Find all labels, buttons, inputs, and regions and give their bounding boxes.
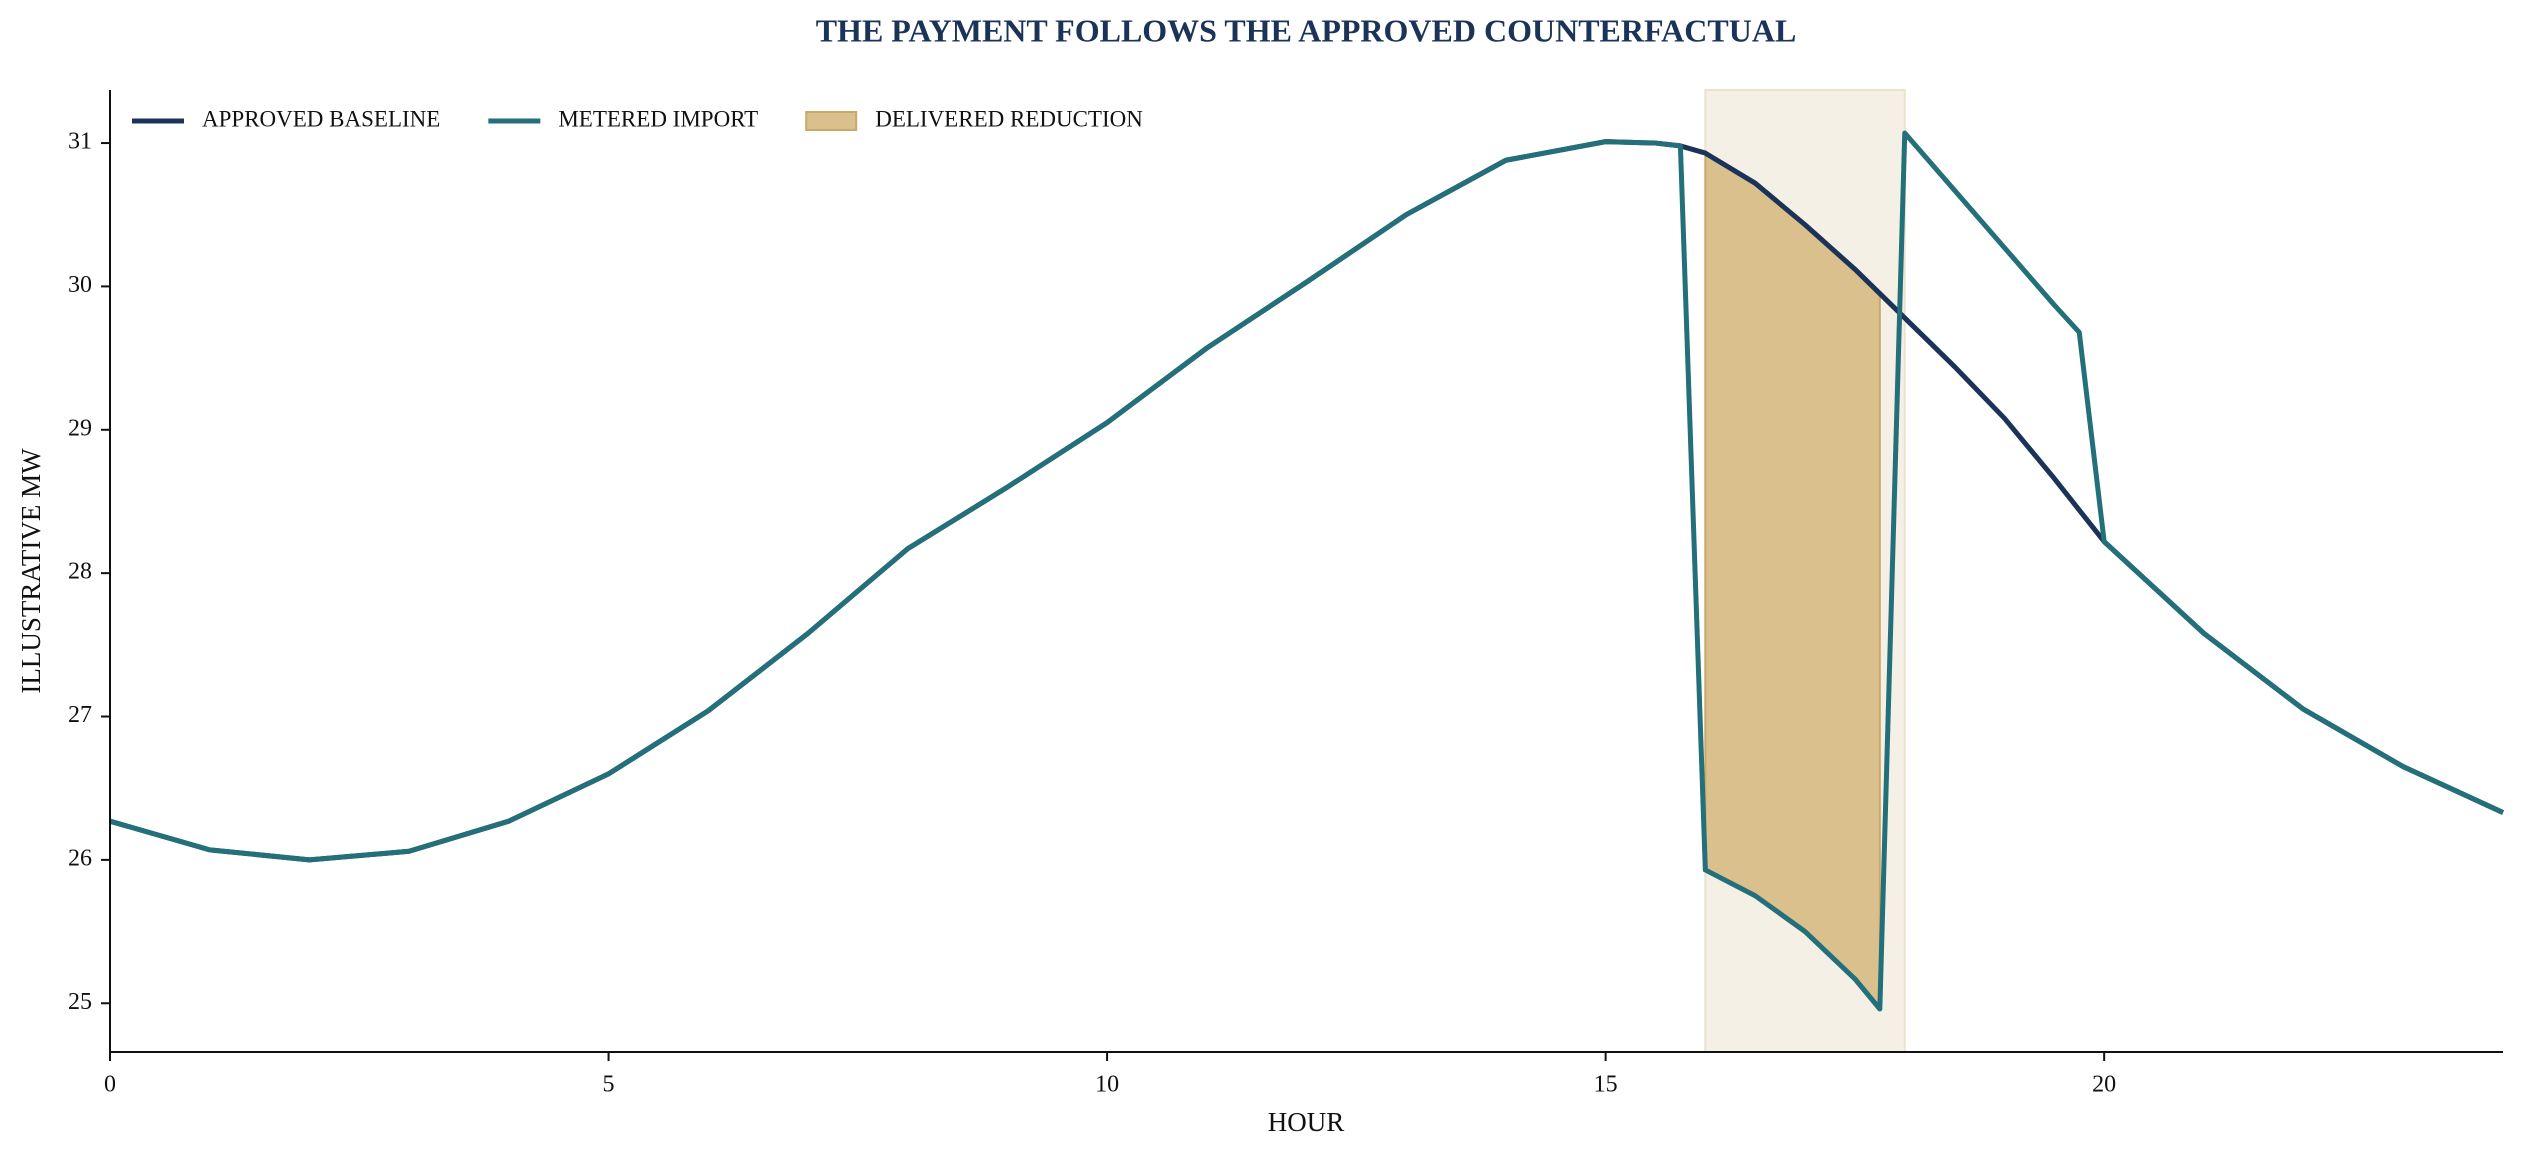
x-axis-label: HOUR — [1268, 1107, 1345, 1137]
y-tick-label: 28 — [68, 559, 92, 585]
y-axis-label: ILLUSTRATIVE MW — [16, 448, 46, 694]
y-tick-label: 31 — [68, 129, 92, 155]
x-tick-label: 20 — [2092, 1072, 2116, 1098]
series-line — [109, 139, 2505, 863]
legend-label: DELIVERED REDUCTION — [875, 106, 1143, 131]
legend-swatch — [805, 111, 858, 131]
x-tick-label: 0 — [104, 1072, 116, 1098]
legend-label: METERED IMPORT — [558, 106, 758, 131]
chart-title: THE PAYMENT FOLLOWS THE APPROVED COUNTER… — [816, 12, 1797, 48]
y-tick-label: 29 — [68, 415, 92, 441]
y-tick-label: 30 — [68, 272, 92, 298]
series-line — [109, 130, 2505, 1012]
delivered-reduction — [1704, 151, 1881, 1012]
x-tick-label: 10 — [1095, 1072, 1119, 1098]
x-tick-label: 15 — [1594, 1072, 1618, 1098]
legend-label: APPROVED BASELINE — [202, 106, 440, 131]
y-tick-label: 27 — [68, 702, 92, 728]
x-tick-label: 5 — [603, 1072, 615, 1098]
y-tick-label: 25 — [68, 989, 92, 1015]
y-tick-label: 26 — [68, 845, 92, 871]
